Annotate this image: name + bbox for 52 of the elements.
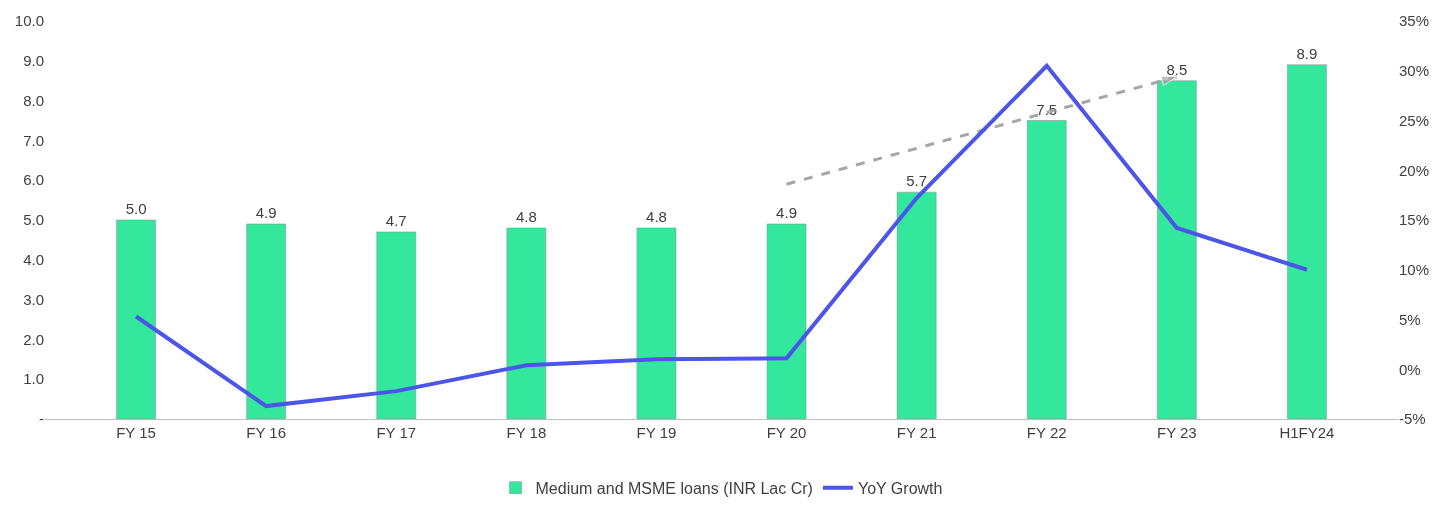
bar (506, 227, 547, 419)
bar (246, 223, 286, 419)
legend-label: Medium and MSME loans (INR Lac Cr) (535, 479, 813, 497)
y2-tick-label: 5% (1399, 310, 1421, 328)
bar (1026, 120, 1067, 419)
bar (376, 231, 417, 419)
data-label: 4.8 (646, 207, 667, 225)
x-tick-label: FY 19 (636, 424, 677, 441)
y-tick-label: 10.0 (14, 12, 44, 30)
y-tick-label: 4.0 (23, 251, 44, 269)
bar (636, 227, 677, 419)
data-label: 8.5 (1166, 60, 1188, 78)
y2-tick-label: 15% (1399, 211, 1430, 229)
y-tick-label: 5.0 (23, 211, 44, 229)
bar (1287, 64, 1327, 419)
y2-tick-label: 30% (1399, 62, 1430, 79)
y2-tick-label: 20% (1399, 161, 1430, 179)
y-tick-label: 7.0 (23, 131, 44, 149)
y2-tick-label: 35% (1399, 12, 1430, 30)
x-tick-label: FY 16 (246, 424, 287, 441)
y2-tick-label: 10% (1399, 261, 1430, 278)
bar (116, 219, 156, 419)
x-tick-label: FY 18 (506, 424, 547, 441)
bar (896, 191, 937, 419)
y2-tick-label: 25% (1399, 111, 1430, 129)
y-tick-label: 8.0 (23, 91, 44, 109)
data-label: 5.7 (906, 172, 928, 190)
bar (1157, 80, 1197, 419)
data-label: 4.9 (776, 203, 797, 221)
data-label: 7.5 (1036, 100, 1058, 118)
x-tick-label: H1FY24 (1279, 424, 1335, 441)
y-tick-label: 3.0 (23, 290, 44, 308)
y-tick-label: 9.0 (23, 52, 44, 70)
x-tick-label: FY 21 (896, 424, 937, 441)
y-tick-label: 2.0 (23, 330, 44, 348)
x-tick-label: FY 17 (376, 424, 417, 441)
data-label: 4.8 (515, 207, 537, 225)
x-tick-label: FY 20 (766, 424, 807, 441)
y2-tick-label: -5% (1399, 410, 1426, 428)
x-tick-label: FY 15 (116, 424, 156, 441)
y-tick-label: - (39, 410, 44, 428)
data-label: 4.9 (255, 203, 277, 221)
legend-label: YoY Growth (857, 479, 943, 497)
x-tick-label: FY 22 (1026, 424, 1067, 441)
data-label: 8.9 (1296, 44, 1318, 62)
y-tick-label: 6.0 (23, 171, 44, 189)
y2-tick-label: 0% (1399, 360, 1421, 378)
x-tick-label: FY 23 (1156, 424, 1197, 441)
bar (766, 223, 807, 419)
data-label: 5.0 (125, 200, 147, 217)
data-label: 4.7 (385, 211, 407, 229)
y-tick-label: 1.0 (23, 370, 44, 388)
